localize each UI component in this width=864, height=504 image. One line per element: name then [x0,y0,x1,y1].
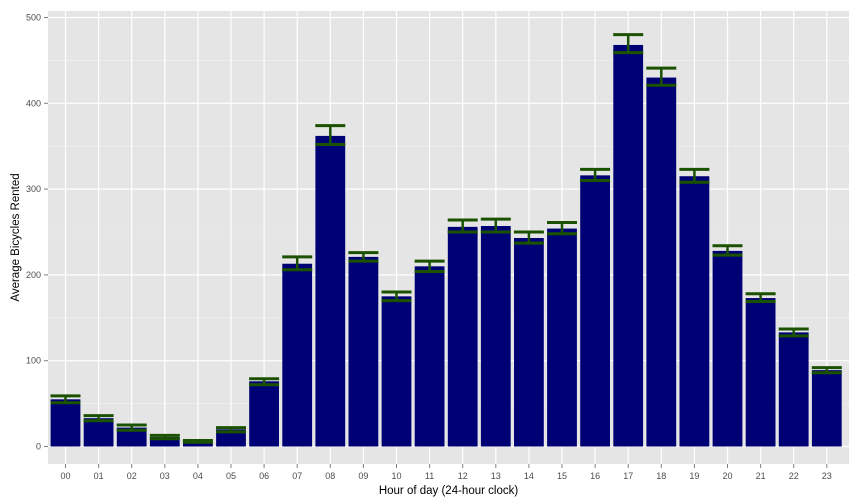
x-tick-label: 12 [458,471,468,481]
x-tick-label: 00 [60,471,70,481]
error-bar-22 [778,327,809,338]
bars [50,44,842,447]
error-bar-09 [348,251,379,263]
x-tick-label: 09 [358,471,368,481]
x-tick-label: 22 [789,471,799,481]
x-tick-label: 19 [689,471,699,481]
x-tick-label: 03 [160,471,170,481]
y-tick-label: 200 [26,270,41,280]
error-bar-11 [414,259,445,273]
bar-05 [216,429,246,447]
error-bar-20 [712,244,743,257]
error-bar-01 [83,414,114,423]
error-bar-03 [149,433,180,441]
y-tick-label: 400 [26,98,41,108]
bar-02 [116,427,147,447]
error-bars [50,33,842,444]
x-tick-label: 13 [491,471,501,481]
error-bar-04 [182,438,213,444]
error-bar-13 [480,217,511,234]
bar-16 [580,175,610,447]
x-tick-label: 21 [756,471,766,481]
bar-19 [679,176,710,447]
bar-04 [183,441,213,447]
x-tick-label: 05 [226,471,236,481]
x-tick-label: 23 [822,471,832,481]
bar-10 [381,296,412,447]
x-tick-label: 11 [425,471,434,481]
bar-13 [480,225,511,447]
error-bar-19 [679,167,710,184]
bar-01 [83,418,114,447]
bar-21 [745,298,776,447]
error-bar-14 [513,230,544,245]
bar-11 [414,266,445,447]
error-bar-17 [613,33,644,55]
x-tick-label: 15 [557,471,567,481]
error-bar-06 [249,377,280,387]
x-tick-label: 18 [656,471,666,481]
x-tick-label: 14 [524,471,534,481]
bar-14 [514,238,544,447]
x-tick-label: 07 [292,471,302,481]
error-bar-23 [811,366,842,375]
x-tick-label: 17 [623,471,633,481]
bar-23 [811,370,842,447]
bar-15 [547,228,577,447]
y-tick-label: 0 [36,442,41,452]
bar-07 [282,263,313,447]
x-tick-label: 01 [94,471,104,481]
bar-09 [348,256,379,447]
x-tick-label: 04 [193,471,203,481]
bar-06 [249,381,279,447]
error-bar-07 [282,255,313,272]
bar-12 [447,226,478,447]
error-bar-00 [50,394,81,405]
x-axis-ticks: 00 01 02 03 04 05 06 07 08 09 10 11 12 13 14 15 16 17 18 19… [60,464,832,481]
bar-18 [646,77,677,447]
error-bar-08 [315,124,346,146]
bar-00 [50,399,81,447]
bar-17 [613,44,644,447]
error-bar-12 [447,218,478,234]
x-tick-label: 06 [259,471,269,481]
y-axis-ticks: 0 100 200 300 400 500 [26,13,48,452]
y-tick-label: 500 [26,13,41,23]
x-tick-label: 08 [325,471,335,481]
bar-20 [712,250,743,447]
bar-03 [149,437,180,447]
error-bar-02 [116,423,147,432]
error-bar-16 [580,167,611,183]
y-axis-title: Average Bicycles Rented [10,173,22,301]
error-bar-21 [745,292,776,303]
error-bar-05 [216,426,246,434]
error-bar-15 [547,221,577,236]
error-bar-18 [646,66,677,87]
x-tick-label: 02 [127,471,137,481]
x-axis-title: Hour of day (24-hour clock) [379,485,519,497]
x-tick-label: 16 [590,471,600,481]
error-bar-10 [381,290,412,303]
x-tick-label: 20 [722,471,732,481]
y-tick-label: 300 [26,184,41,194]
bar-22 [778,332,809,447]
y-tick-label: 100 [26,356,41,366]
x-tick-label: 10 [391,471,401,481]
bar-08 [315,135,346,447]
